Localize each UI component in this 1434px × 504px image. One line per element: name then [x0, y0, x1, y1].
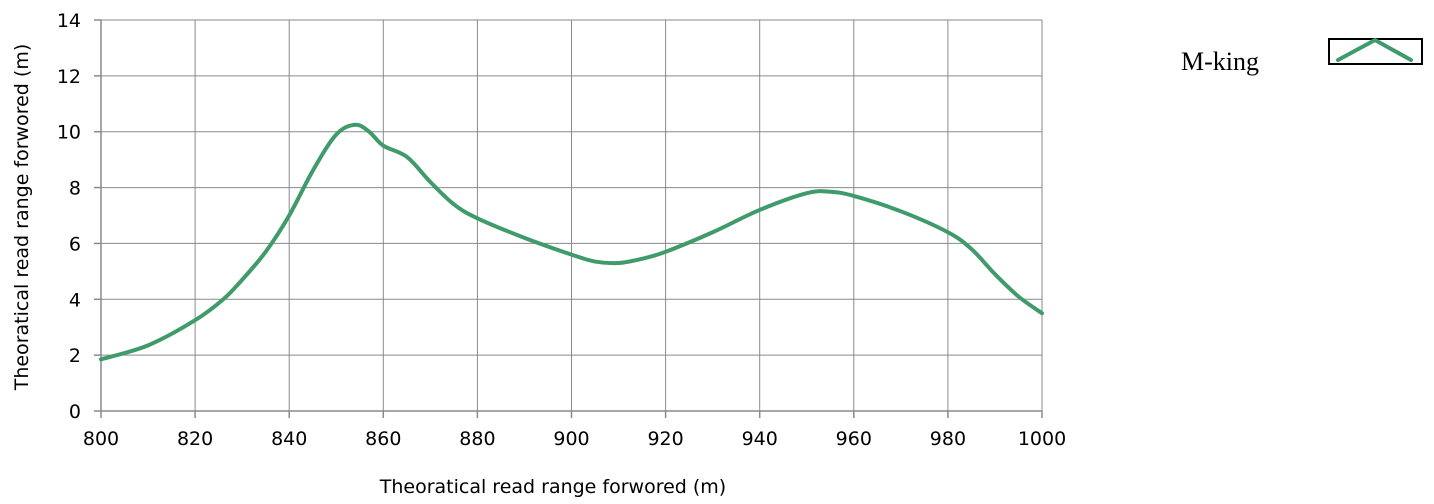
x-tick-label-980: 980	[930, 428, 966, 450]
grid	[100, 19, 1043, 412]
x-axis-title: Theoratical read range forwored (m)	[379, 476, 726, 498]
tick-labels: 800 820 840 860 880 900 920 940 960 980 1000 0 2 4 6 8 1…	[57, 10, 1066, 450]
y-tick-label-12: 12	[57, 66, 81, 88]
legend: M-king	[1181, 38, 1423, 76]
x-tick-label-860: 860	[365, 428, 401, 450]
x-tick-label-940: 940	[742, 428, 778, 450]
legend-label-m-king: M-king	[1181, 47, 1259, 76]
y-tick-label-10: 10	[57, 122, 81, 144]
x-tick-label-880: 880	[459, 428, 495, 450]
x-tick-label-820: 820	[177, 428, 213, 450]
legend-swatch-m-king	[1336, 38, 1413, 62]
y-tick-label-8: 8	[69, 178, 81, 200]
x-tick-label-920: 920	[647, 428, 683, 450]
series	[99, 122, 1044, 362]
legend-box	[1328, 38, 1423, 65]
x-tick-label-900: 900	[553, 428, 589, 450]
x-tick-label-960: 960	[836, 428, 872, 450]
x-tick-label-840: 840	[271, 428, 307, 450]
y-tick-label-14: 14	[57, 10, 81, 32]
series-line-m-king	[99, 122, 1044, 362]
y-tick-label-0: 0	[69, 401, 81, 423]
y-tick-label-6: 6	[69, 233, 81, 255]
y-axis-title: Theoratical read range forwored (m)	[11, 44, 33, 391]
x-tick-label-1000: 1000	[1018, 428, 1066, 450]
y-tick-label-2: 2	[69, 345, 81, 367]
axes	[94, 19, 1043, 418]
x-tick-label-800: 800	[83, 428, 119, 450]
y-tick-label-4: 4	[69, 289, 81, 311]
